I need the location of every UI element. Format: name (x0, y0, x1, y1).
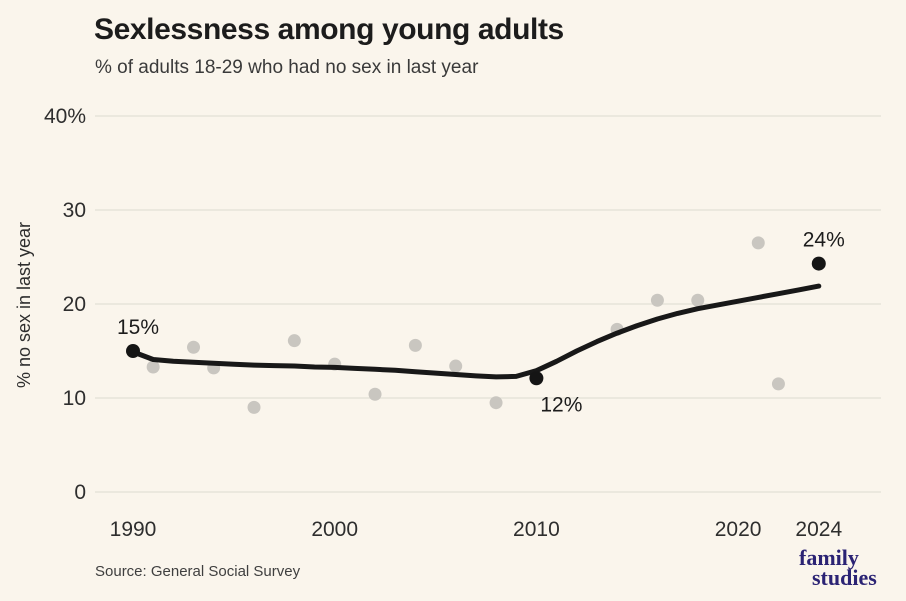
logo-line-1: family (799, 545, 859, 570)
observed-point (146, 360, 160, 374)
observed-point (287, 334, 301, 348)
x-tick-label: 1990 (110, 518, 157, 541)
observed-point (247, 400, 261, 414)
y-tick-label: 20 (63, 293, 86, 316)
y-tick-label: 10 (63, 387, 86, 410)
y-tick-label: 30 (63, 199, 86, 222)
point-annotation: 15% (117, 316, 159, 339)
observed-point (368, 387, 382, 401)
observed-point (751, 236, 765, 250)
source-note: Source: General Social Survey (95, 563, 301, 580)
x-tick-label: 2024 (795, 518, 842, 541)
x-tick-label: 2020 (715, 518, 762, 541)
highlight-point (529, 371, 544, 386)
highlight-point (126, 344, 140, 358)
observed-point (489, 396, 503, 410)
x-tick-label: 2000 (311, 518, 358, 541)
point-annotation: 12% (540, 393, 582, 416)
observed-point (449, 359, 463, 373)
observed-point (408, 338, 422, 352)
y-tick-label: 0 (74, 481, 86, 504)
chart-title: Sexlessness among young adults (94, 13, 564, 46)
observed-point (187, 340, 201, 354)
observed-point (691, 293, 705, 307)
x-tick-label: 2010 (513, 518, 560, 541)
observed-point (771, 377, 785, 391)
trend-line (130, 283, 822, 380)
family-studies-logo: family studies (799, 545, 877, 590)
observed-point (650, 293, 664, 307)
point-annotation: 24% (803, 229, 845, 252)
chart-subtitle: % of adults 18-29 who had no sex in last… (95, 57, 479, 78)
logo-line-2: studies (812, 565, 877, 590)
y-axis-title: % no sex in last year (14, 222, 34, 388)
highlight-point (811, 256, 826, 271)
y-tick-label: 40% (44, 105, 86, 128)
